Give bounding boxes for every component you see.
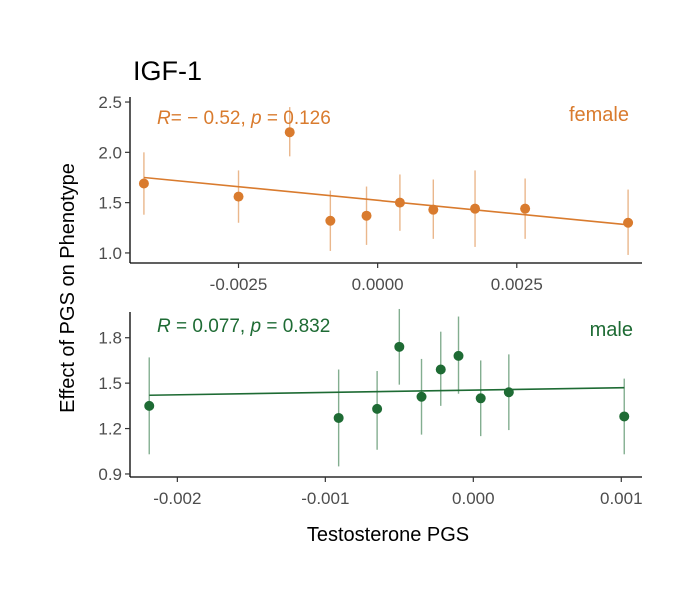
y-tick-label: 0.9 [98, 465, 122, 484]
data-point [372, 403, 383, 414]
stat-annotation: R= − 0.52, p = 0.126 [157, 108, 331, 129]
regression-line [143, 176, 629, 226]
male-panel: 0.9 1.2 1.5 1.8 -0.002 -0.001 0.000 0.001 R = 0.… [98, 308, 643, 508]
data-point [416, 391, 427, 402]
x-axis-label: Testosterone PGS [307, 524, 469, 546]
y-tick-label: 1.2 [98, 420, 122, 439]
data-point [138, 178, 149, 189]
data-point [361, 210, 372, 221]
data-point [333, 412, 344, 423]
data-point [619, 411, 630, 422]
x-tick-label: -0.002 [153, 489, 201, 508]
data-point [428, 204, 439, 215]
y-tick-label: 2.0 [98, 143, 122, 162]
data-point [325, 215, 336, 226]
data-point [233, 191, 244, 202]
x-tick-label: 0.000 [452, 489, 495, 508]
chart-title: IGF-1 [133, 56, 202, 86]
data-point [435, 364, 446, 375]
data-point [503, 387, 514, 398]
y-tick-label: 1.8 [98, 329, 122, 348]
x-tick-label: 0.0000 [352, 275, 404, 294]
y-axis-label: Effect of PGS on Phenotype [57, 163, 79, 413]
y-tick-label: 1.5 [98, 374, 122, 393]
y-tick-label: 1.5 [98, 194, 122, 213]
group-label: female [569, 104, 629, 126]
data-point [144, 400, 155, 411]
y-tick-label: 2.5 [98, 93, 122, 112]
data-point [453, 350, 464, 361]
data-point [475, 393, 486, 404]
data-point [394, 197, 405, 208]
x-tick-label: -0.001 [301, 489, 349, 508]
x-tick-label: 0.0025 [491, 275, 543, 294]
data-point [623, 217, 634, 228]
x-tick-label: 0.001 [600, 489, 643, 508]
female-panel: 1.0 1.5 2.0 2.5 -0.0025 0.0000 0.0025 R= − 0.52… [98, 93, 642, 294]
stat-annotation: R = 0.077, p = 0.832 [157, 316, 330, 337]
data-point [284, 127, 295, 138]
data-point [470, 203, 481, 214]
group-label: male [590, 319, 633, 341]
y-tick-label: 1.0 [98, 244, 122, 263]
data-point [520, 203, 531, 214]
x-tick-label: -0.0025 [210, 275, 268, 294]
regression-line [149, 386, 625, 397]
data-point [394, 341, 405, 352]
